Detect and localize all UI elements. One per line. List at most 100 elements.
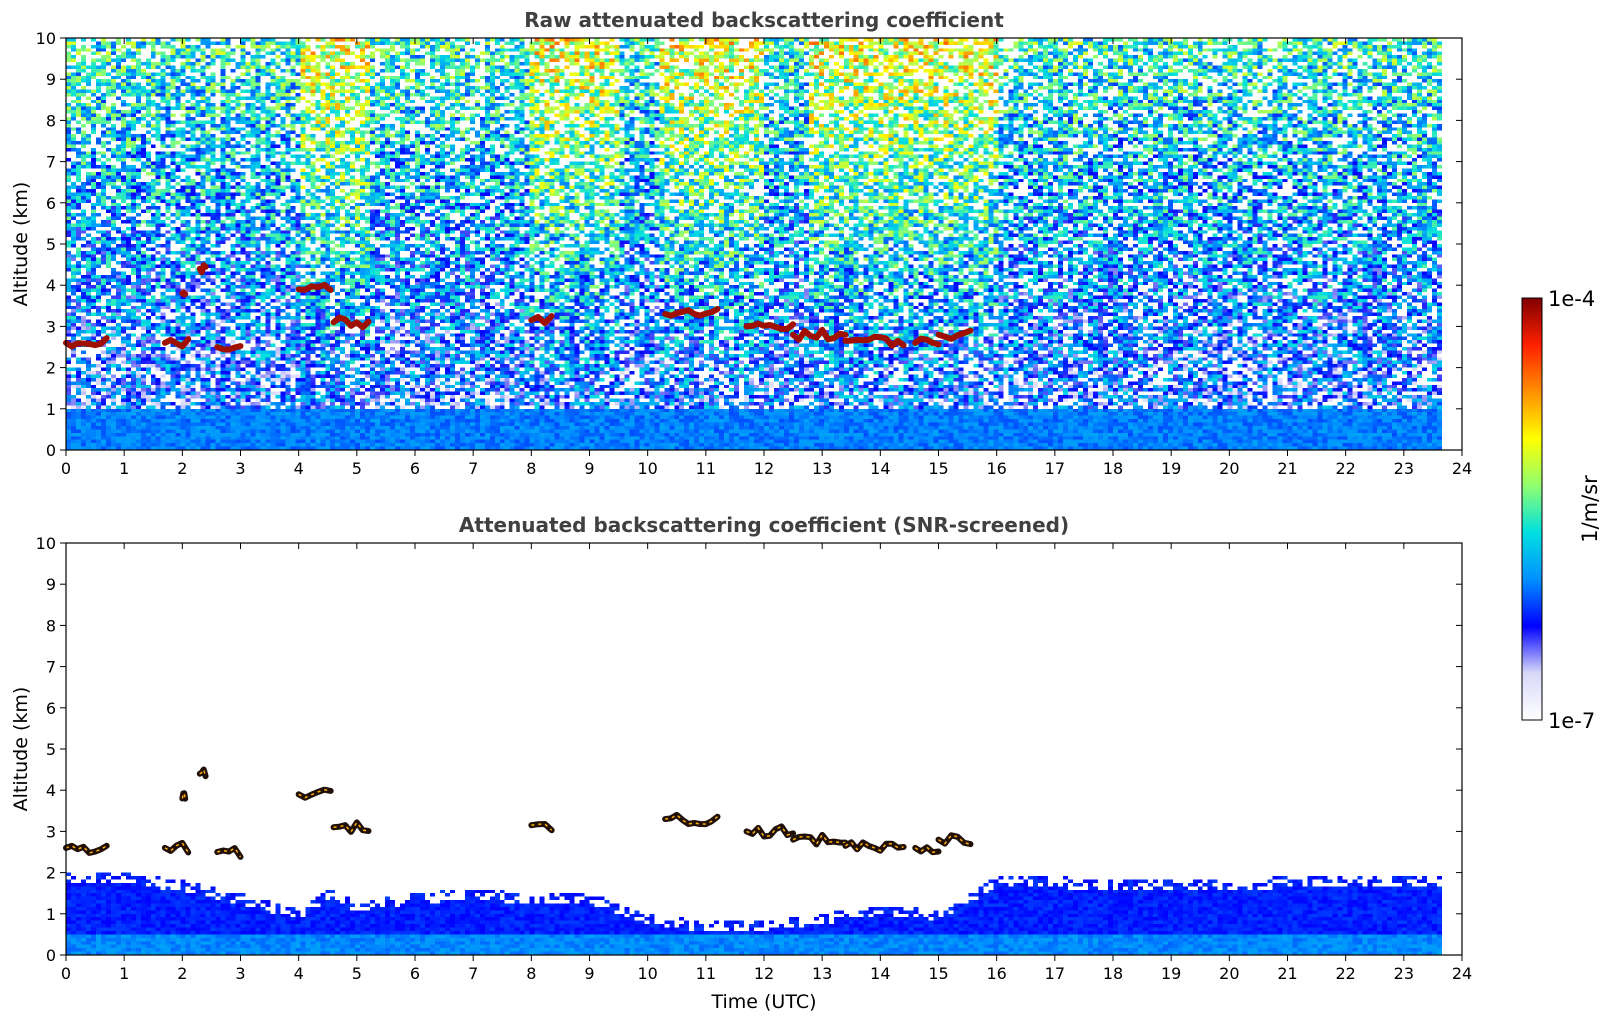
- screened-x-tick-label: 6: [410, 964, 420, 983]
- screened-y-tick-label: 1: [46, 905, 56, 924]
- screened-y-tick-label: 5: [46, 740, 56, 759]
- screened-y-tick-label: 4: [46, 781, 56, 800]
- raw-y-tick-label: 6: [46, 194, 56, 213]
- screened-x-tick-label: 22: [1335, 964, 1355, 983]
- screened-x-tick-label: 23: [1394, 964, 1414, 983]
- screened-cloud-edge: [298, 788, 331, 799]
- screened-heatmap-raster: [66, 543, 1462, 955]
- raw-x-tick-label: 8: [526, 459, 536, 478]
- raw-cloud-segment: [161, 336, 192, 350]
- raw-heatmap-raster: [66, 38, 1462, 450]
- raw-x-tick-label: 5: [352, 459, 362, 478]
- screened-cloud-edge: [792, 833, 846, 846]
- screened-y-tick-label: 2: [46, 864, 56, 883]
- screened-x-tick-label: 7: [468, 964, 478, 983]
- screened-y-axis-label: Altitude (km): [10, 687, 32, 812]
- screened-cloud-segment: [528, 821, 555, 834]
- raw-cloud-segment: [743, 320, 797, 333]
- raw-x-tick-label: 2: [177, 459, 187, 478]
- raw-x-tick-label: 17: [1045, 459, 1065, 478]
- raw-x-tick-label: 15: [928, 459, 948, 478]
- raw-x-tick-label: 3: [235, 459, 245, 478]
- raw-x-tick-label: 19: [1161, 459, 1181, 478]
- raw-x-tick-label: 1: [119, 459, 129, 478]
- raw-cloud-segment: [842, 333, 907, 349]
- screened-cloud-edge: [164, 841, 189, 853]
- screened-x-tick-label: 4: [294, 964, 304, 983]
- raw-panel-title: Raw attenuated backscattering coefficien…: [524, 8, 1004, 32]
- screened-x-tick-label: 24: [1452, 964, 1472, 983]
- screened-x-tick-label: 0: [61, 964, 71, 983]
- screened-y-tick-label: 3: [46, 822, 56, 841]
- raw-x-tick-label: 0: [61, 459, 71, 478]
- screened-x-tick-label: 1: [119, 964, 129, 983]
- raw-cloud-segment: [330, 314, 372, 331]
- colorbar-unit-label: 1/m/sr: [1578, 475, 1602, 543]
- raw-cloud-segment: [935, 327, 974, 342]
- screened-cloud-edge: [181, 792, 186, 799]
- screened-cloud-edge: [665, 813, 718, 825]
- screened-backscatter-panel: Attenuated backscattering coefficient (S…: [10, 513, 1472, 1013]
- screened-cloud-edge: [65, 845, 108, 854]
- raw-cloud-segment: [179, 289, 189, 298]
- raw-x-tick-label: 7: [468, 459, 478, 478]
- raw-y-tick-label: 4: [46, 276, 56, 295]
- screened-y-tick-label: 8: [46, 616, 56, 635]
- screened-x-tick-label: 9: [584, 964, 594, 983]
- raw-cloud-segment: [214, 343, 244, 353]
- screened-cloud-edge: [199, 767, 207, 777]
- screened-cloud-edge: [217, 847, 242, 858]
- colorbar-gradient: [1522, 298, 1542, 720]
- screened-x-tick-label: 13: [812, 964, 832, 983]
- screened-x-tick-label: 3: [235, 964, 245, 983]
- screened-cloud-edge: [938, 834, 971, 845]
- screened-x-tick-label: 2: [177, 964, 187, 983]
- raw-backscatter-panel: Raw attenuated backscattering coefficien…: [10, 8, 1472, 478]
- raw-x-tick-label: 14: [870, 459, 890, 478]
- screened-x-tick-label: 10: [637, 964, 657, 983]
- raw-x-tick-label: 21: [1277, 459, 1297, 478]
- raw-cloud-segment: [662, 306, 721, 319]
- raw-x-tick-label: 12: [754, 459, 774, 478]
- colorbar-frame: [1521, 297, 1543, 721]
- screened-x-tick-label: 17: [1045, 964, 1065, 983]
- raw-y-axis-label: Altitude (km): [10, 182, 32, 307]
- screened-y-tick-label: 9: [46, 575, 56, 594]
- screened-panel-title: Attenuated backscattering coefficient (S…: [459, 513, 1069, 537]
- raw-y-tick-label: 3: [46, 317, 56, 336]
- raw-cloud-segment: [528, 313, 555, 327]
- raw-x-tick-label: 11: [696, 459, 716, 478]
- raw-x-tick-label: 20: [1219, 459, 1239, 478]
- screened-x-tick-label: 15: [928, 964, 948, 983]
- raw-x-tick-label: 16: [986, 459, 1006, 478]
- raw-x-ticks: 0 1 2 3 4 5 6 7 8 9 10 11 12 13 14 15 16 17 18 19 20 21 22 23 24: [61, 38, 1472, 478]
- screened-y-tick-label: 7: [46, 658, 56, 677]
- raw-heatmap: [63, 38, 1462, 450]
- raw-y-ticks: 0 1 2 3 4 5 6 7 8 9 10: [36, 29, 1462, 460]
- raw-y-tick-label: 0: [46, 441, 56, 460]
- screened-cloud-edge: [845, 841, 904, 852]
- raw-y-tick-label: 5: [46, 235, 56, 254]
- screened-x-tick-label: 12: [754, 964, 774, 983]
- screened-x-tick-label: 19: [1161, 964, 1181, 983]
- raw-y-tick-label: 9: [46, 70, 56, 89]
- raw-cloud-segment: [196, 262, 209, 276]
- screened-x-tick-label: 18: [1103, 964, 1123, 983]
- raw-x-tick-label: 22: [1335, 459, 1355, 478]
- screened-cloud-segment: [330, 819, 372, 835]
- screened-y-tick-label: 6: [46, 699, 56, 718]
- raw-cloud-segment: [63, 335, 110, 350]
- raw-x-tick-label: 13: [812, 459, 832, 478]
- screened-cloud-edge: [746, 825, 794, 838]
- screened-x-tick-label: 16: [986, 964, 1006, 983]
- raw-cloud-segment: [790, 326, 849, 343]
- raw-x-tick-label: 6: [410, 459, 420, 478]
- screened-cloud-edge: [914, 846, 939, 853]
- screened-x-tick-label: 20: [1219, 964, 1239, 983]
- raw-x-tick-label: 4: [294, 459, 304, 478]
- raw-y-tick-label: 7: [46, 153, 56, 172]
- raw-y-tick-label: 8: [46, 111, 56, 130]
- raw-x-tick-label: 18: [1103, 459, 1123, 478]
- raw-y-tick-label: 1: [46, 400, 56, 419]
